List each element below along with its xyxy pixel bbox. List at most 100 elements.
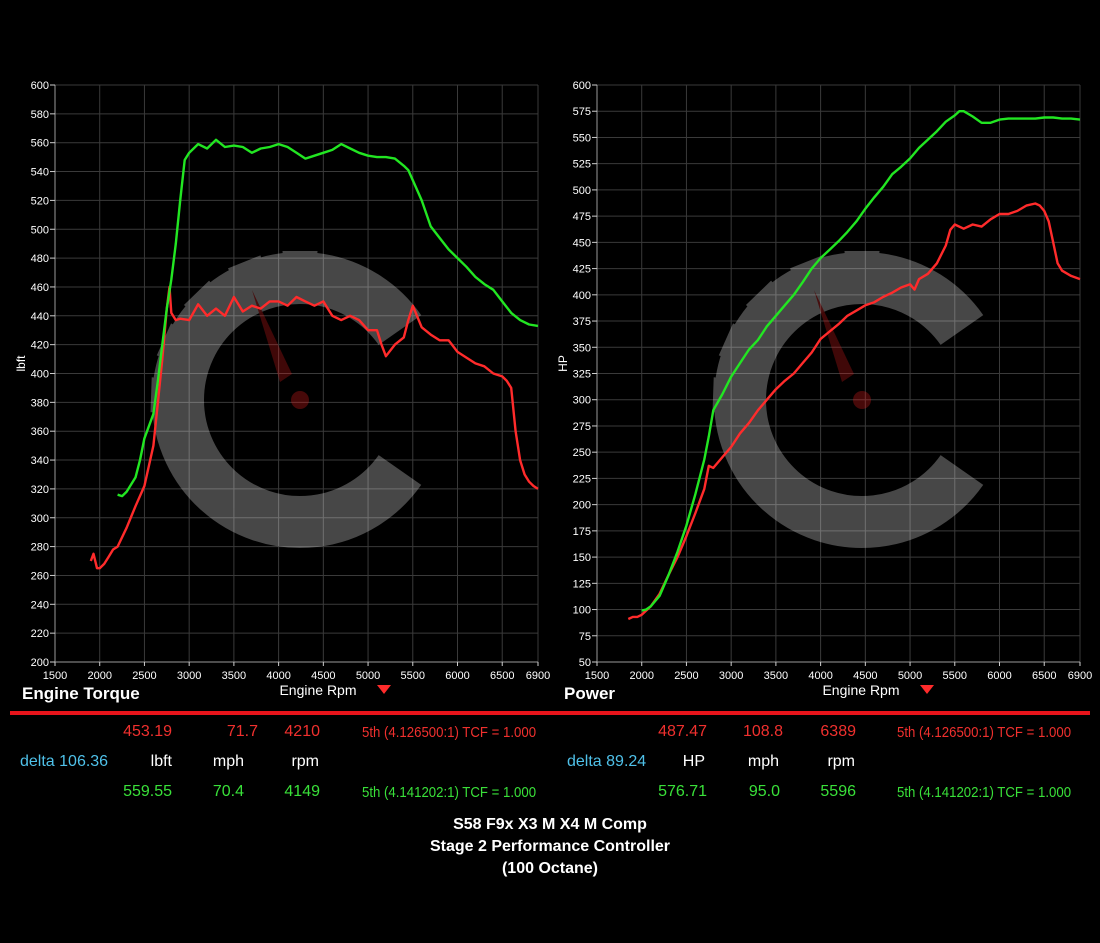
rpm-marker-icon <box>377 685 391 694</box>
y-tick-label: 400 <box>573 290 591 302</box>
x-tick-label: 6500 <box>1032 670 1056 682</box>
x-tick-label: 1500 <box>43 670 67 682</box>
torque-chart: 200 220 240 260 280 300 320 340 360 380 400 420 440 4… <box>14 80 550 703</box>
torque-after-rpm: 4149 <box>284 783 320 800</box>
y-tick-label: 500 <box>31 224 49 236</box>
torque-rpm-unit: rpm <box>291 753 319 770</box>
x-tick-label: 5000 <box>898 670 922 682</box>
x-tick-label: 6500 <box>490 670 514 682</box>
series-line-before <box>89 285 539 570</box>
power-before-rpm: 6389 <box>820 723 856 740</box>
torque-before-gear: 5th (4.126500:1) TCF = 1.000 <box>362 724 537 741</box>
y-tick-label: 600 <box>31 80 49 92</box>
logo-arc <box>152 252 422 548</box>
x-tick-label: 6000 <box>445 670 469 682</box>
logo-needle <box>814 290 854 382</box>
logo-needle <box>252 290 292 382</box>
x-tick-label: 5500 <box>943 670 967 682</box>
y-tick-label: 520 <box>31 195 49 207</box>
y-tick-label: 560 <box>31 138 49 150</box>
power-chart: 50 75 100 125 150 175 200 225 250 275 300 325 350 375… <box>556 80 1092 703</box>
y-tick-label: 175 <box>573 526 591 538</box>
logo-hub <box>291 391 309 409</box>
x-tick-label: 3500 <box>222 670 246 682</box>
series-line-after <box>641 110 1081 612</box>
y-tick-label: 225 <box>573 473 591 485</box>
y-tick-label: 480 <box>31 253 49 265</box>
power-delta: delta 89.24 <box>567 753 647 770</box>
y-tick-label: 250 <box>573 447 591 459</box>
torque-before-mph: 71.7 <box>226 723 258 740</box>
x-tick-label: 3000 <box>177 670 201 682</box>
x-tick-label: 5000 <box>356 670 380 682</box>
x-tick-label: 4000 <box>266 670 290 682</box>
power-after-gear: 5th (4.141202:1) TCF = 1.000 <box>897 784 1072 801</box>
power-after-rpm: 5596 <box>820 783 856 800</box>
torque-after-value: 559.55 <box>123 783 172 800</box>
red-divider <box>10 711 1090 715</box>
y-tick-label: 450 <box>573 237 591 249</box>
y-tick-label: 100 <box>573 605 591 617</box>
x-tick-label: 2000 <box>629 670 653 682</box>
y-axis-label: lbft <box>14 355 28 372</box>
y-tick-label: 425 <box>573 264 591 276</box>
y-tick-label: 460 <box>31 282 49 294</box>
x-tick-label: 6000 <box>987 670 1011 682</box>
x-axis-label: Engine Rpm <box>822 682 899 698</box>
caption-line-3: (100 Octane) <box>501 860 599 877</box>
logo-gauge-segment <box>156 323 208 370</box>
logo-gauge-segment <box>227 255 273 306</box>
chart-title: Engine Torque <box>22 684 140 703</box>
y-tick-label: 380 <box>31 397 49 409</box>
power-before-mph: 108.8 <box>742 723 783 740</box>
y-tick-label: 500 <box>573 185 591 197</box>
y-tick-label: 150 <box>573 552 591 564</box>
caption-line-1: S58 F9x X3 M X4 M Comp <box>453 816 647 833</box>
y-tick-label: 375 <box>573 316 591 328</box>
logo-gauge-segment <box>718 323 770 370</box>
y-tick-label: 325 <box>573 369 591 381</box>
logo-gauge-segment <box>150 377 194 413</box>
y-tick-label: 580 <box>31 109 49 121</box>
torque-mph-unit: mph <box>212 753 244 770</box>
x-tick-label: 2500 <box>132 670 156 682</box>
x-tick-label: 3500 <box>764 670 788 682</box>
y-tick-label: 400 <box>31 369 49 381</box>
y-tick-label: 280 <box>31 542 49 554</box>
x-tick-label: 1500 <box>585 670 609 682</box>
x-axis-label: Engine Rpm <box>279 682 356 698</box>
y-tick-label: 300 <box>573 395 591 407</box>
x-tick-label: 6900 <box>1068 670 1092 682</box>
logo-gauge-segment <box>789 255 835 306</box>
power-after-value: 576.71 <box>658 783 707 800</box>
grid <box>54 84 539 663</box>
caption-line-2: Stage 2 Performance Controller <box>429 838 671 855</box>
x-tick-label: 2000 <box>87 670 111 682</box>
rpm-marker-icon <box>920 685 934 694</box>
y-tick-label: 340 <box>31 455 49 467</box>
power-mph-unit: mph <box>747 753 779 770</box>
x-tick-label: 4500 <box>853 670 877 682</box>
x-tick-label: 4500 <box>311 670 335 682</box>
y-tick-label: 240 <box>31 599 49 611</box>
power-before-gear: 5th (4.126500:1) TCF = 1.000 <box>897 724 1072 741</box>
series-line-before <box>627 202 1081 621</box>
torque-after-gear: 5th (4.141202:1) TCF = 1.000 <box>362 784 537 801</box>
y-tick-label: 360 <box>31 426 49 438</box>
y-tick-label: 220 <box>31 628 49 640</box>
power-unit: HP <box>682 753 705 770</box>
power-rpm-unit: rpm <box>827 753 855 770</box>
y-tick-label: 600 <box>573 80 591 92</box>
logo-gauge-segment <box>844 251 880 293</box>
y-tick-label: 260 <box>31 570 49 582</box>
x-tick-label: 3000 <box>719 670 743 682</box>
power-after-mph: 95.0 <box>748 783 780 800</box>
x-tick-label: 4000 <box>808 670 832 682</box>
y-tick-label: 275 <box>573 421 591 433</box>
torque-delta: delta 106.36 <box>20 753 109 770</box>
logo-gauge-segment <box>745 280 798 333</box>
power-before-value: 487.47 <box>658 723 707 740</box>
y-tick-label: 440 <box>31 311 49 323</box>
x-tick-label: 2500 <box>674 670 698 682</box>
